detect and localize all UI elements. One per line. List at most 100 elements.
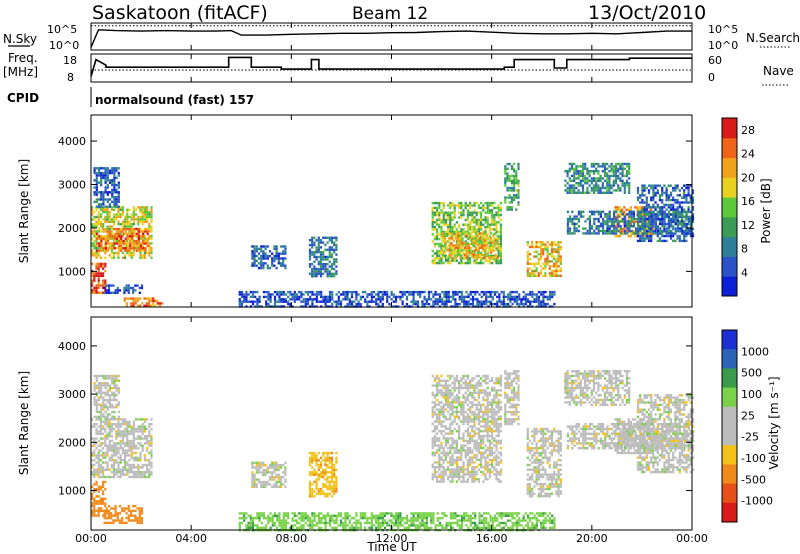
range-cell (638, 232, 641, 235)
range-cell (476, 244, 479, 247)
range-cell (313, 243, 316, 247)
range-cell (449, 259, 452, 262)
range-cell (484, 221, 487, 224)
range-cell (95, 447, 98, 450)
range-cell (557, 255, 560, 258)
range-cell (455, 228, 458, 231)
range-cell (91, 463, 94, 467)
range-cell (127, 507, 130, 510)
range-cell (126, 473, 129, 476)
range-cell (106, 398, 109, 402)
range-cell (632, 210, 635, 213)
range-cell (462, 230, 465, 234)
range-cell (95, 403, 98, 406)
range-cell (260, 245, 263, 248)
range-cell (436, 302, 439, 306)
range-cell (328, 483, 331, 486)
range-cell (97, 485, 100, 488)
range-cell (691, 234, 695, 238)
range-cell (93, 384, 96, 387)
range-cell (494, 239, 497, 242)
range-cell (661, 191, 664, 195)
range-cell (452, 244, 455, 247)
range-cell (683, 196, 686, 199)
range-cell (361, 295, 365, 299)
range-cell (265, 517, 268, 520)
range-cell (111, 394, 114, 397)
range-cell (672, 217, 675, 221)
range-cell (284, 468, 287, 472)
range-cell (120, 244, 123, 248)
range-cell (511, 298, 514, 301)
range-cell (542, 302, 545, 306)
range-cell (108, 423, 111, 426)
range-cell (672, 198, 675, 202)
range-cell (104, 169, 107, 172)
range-cell (463, 300, 466, 303)
range-cell (625, 174, 629, 178)
range-cell (606, 189, 609, 192)
range-cell (97, 281, 100, 285)
range-cell (599, 177, 602, 180)
range-cell (669, 194, 673, 197)
range-cell (506, 174, 509, 178)
range-cell (579, 191, 582, 194)
range-cell (137, 247, 140, 250)
range-cell (109, 237, 112, 240)
range-cell (482, 300, 486, 303)
range-cell (433, 259, 436, 262)
range-cell (243, 514, 246, 517)
range-cell (641, 234, 644, 238)
range-cell (676, 234, 679, 238)
range-cell (588, 215, 591, 218)
range-cell (405, 298, 409, 301)
range-cell (641, 239, 644, 243)
range-cell (276, 300, 279, 303)
range-cell (553, 255, 556, 258)
range-cell (344, 295, 347, 299)
range-cell (582, 227, 585, 230)
range-cell (130, 256, 133, 259)
range-cell (313, 454, 316, 457)
range-cell (494, 244, 497, 247)
range-cell (579, 179, 582, 182)
range-cell (453, 257, 456, 260)
range-cell (245, 290, 248, 294)
range-cell (458, 211, 461, 214)
range-cell (486, 211, 489, 214)
range-cell (91, 492, 94, 496)
range-cell (559, 274, 562, 277)
range-cell (280, 293, 283, 296)
range-cell (138, 521, 141, 525)
range-cell (540, 290, 543, 294)
range-cell (646, 229, 649, 233)
range-cell (115, 423, 118, 426)
range-cell (95, 225, 98, 228)
range-cell (449, 213, 452, 217)
range-cell (113, 169, 116, 172)
range-cell (555, 250, 558, 253)
range-cell (487, 300, 490, 303)
range-cell (442, 218, 445, 222)
range-cell (494, 232, 497, 235)
range-cell (477, 221, 480, 224)
range-cell (610, 229, 613, 233)
range-cell (95, 247, 98, 250)
range-cell (313, 251, 316, 254)
range-cell (104, 391, 107, 394)
range-cell (691, 220, 695, 223)
range-cell (447, 298, 450, 301)
range-cell (451, 228, 454, 231)
range-cell (599, 189, 602, 192)
range-cell (268, 478, 272, 481)
range-cell (593, 217, 596, 221)
range-cell (475, 235, 478, 238)
range-cell (319, 492, 323, 496)
range-cell (499, 261, 502, 265)
range-cell (324, 243, 327, 247)
range-cell (262, 252, 265, 255)
range-cell (150, 437, 153, 440)
range-cell (124, 220, 127, 223)
range-cell (111, 379, 114, 382)
range-cell (275, 464, 278, 467)
